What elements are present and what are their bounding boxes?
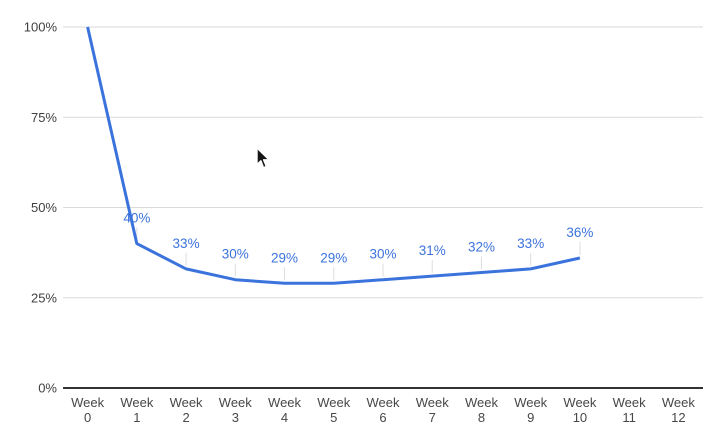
point-value-label: 30% bbox=[369, 247, 396, 262]
point-value-label: 29% bbox=[271, 250, 298, 265]
x-axis-tick-label: Week 11 bbox=[613, 395, 646, 425]
x-axis-tick-label: Week 4 bbox=[268, 395, 301, 425]
point-value-label: 33% bbox=[173, 236, 200, 251]
x-axis-tick-label: Week 9 bbox=[514, 395, 547, 425]
y-axis-tick-label: 50% bbox=[31, 200, 57, 215]
x-axis-tick-label: Week 0 bbox=[71, 395, 104, 425]
retention-series-line bbox=[86, 26, 581, 285]
x-axis-tick-label: Week 10 bbox=[563, 395, 596, 425]
point-value-label: 31% bbox=[419, 243, 446, 258]
point-value-label: 33% bbox=[517, 236, 544, 251]
point-value-label: 29% bbox=[320, 250, 347, 265]
point-value-label: 30% bbox=[222, 247, 249, 262]
y-axis-tick-label: 100% bbox=[24, 20, 58, 35]
x-axis-tick-label: Week 3 bbox=[219, 395, 252, 425]
x-axis-tick-label: Week 7 bbox=[416, 395, 449, 425]
x-axis-tick-label: Week 12 bbox=[662, 395, 695, 425]
point-value-label: 36% bbox=[566, 225, 593, 240]
x-axis-tick-label: Week 1 bbox=[120, 395, 153, 425]
x-axis-tick-label: Week 2 bbox=[170, 395, 203, 425]
y-axis-tick-label: 25% bbox=[31, 290, 57, 305]
point-value-label: 40% bbox=[123, 211, 150, 226]
x-axis-tick-label: Week 6 bbox=[367, 395, 400, 425]
y-axis-tick-label: 0% bbox=[38, 381, 57, 396]
point-value-label: 32% bbox=[468, 239, 495, 254]
y-axis-tick-label: 75% bbox=[31, 110, 57, 125]
x-axis-tick-label: Week 8 bbox=[465, 395, 498, 425]
x-axis-tick-label: Week 5 bbox=[317, 395, 350, 425]
